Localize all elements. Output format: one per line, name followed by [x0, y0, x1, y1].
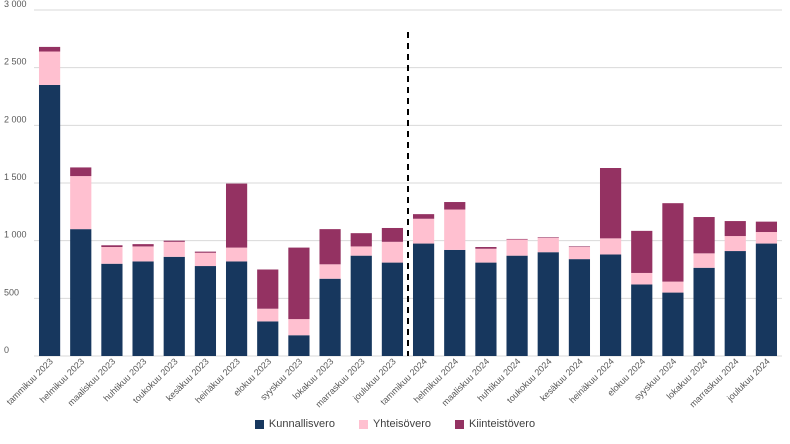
bar-segment — [194, 251, 217, 253]
bar-segment — [70, 176, 92, 230]
bar-segment — [506, 255, 528, 356]
bar-segment — [693, 253, 715, 268]
bar-segment — [38, 84, 61, 356]
y-tick-label: 1 000 — [4, 230, 27, 240]
bar-segment — [225, 183, 248, 248]
bar-segment — [506, 238, 528, 240]
bar-segment — [319, 278, 341, 356]
bar-segment — [506, 239, 528, 256]
bar-segment — [412, 214, 435, 219]
bar-segment — [475, 248, 497, 263]
bar-segment — [537, 237, 559, 253]
bar-segment — [381, 227, 404, 242]
bar-segment — [475, 262, 497, 356]
bar-segment — [693, 267, 715, 356]
chart-legend: Kunnallisvero Yhteisövero Kiinteistövero — [0, 418, 790, 430]
legend-label-kiinteistovero: Kiinteistövero — [469, 418, 536, 430]
y-tick-label: 1 500 — [4, 172, 27, 182]
bar-segment — [163, 241, 185, 257]
bar-segment — [288, 247, 310, 320]
bar-segment — [631, 272, 653, 285]
y-tick-label: 3 000 — [4, 0, 27, 9]
bar-segment — [38, 46, 61, 52]
bar-segment — [662, 281, 684, 293]
bar-segment — [101, 247, 123, 264]
bar-segment — [257, 308, 279, 322]
bar-segment — [755, 243, 778, 356]
bar-segment — [350, 246, 372, 256]
y-tick-label: 500 — [4, 287, 19, 297]
bar-segment — [38, 51, 61, 85]
bar-segment — [724, 251, 746, 356]
bar-segment — [693, 217, 715, 254]
bar-segment — [163, 240, 185, 242]
bar-segment — [381, 262, 404, 356]
bar-segment — [631, 230, 653, 273]
bar-segment — [257, 269, 279, 309]
bar-segment — [163, 256, 185, 356]
bar-segment — [194, 252, 217, 267]
legend-item-kiinteistovero: Kiinteistövero — [455, 418, 535, 430]
bar-segment — [662, 292, 684, 356]
bar-segment — [288, 319, 310, 336]
bar-segment — [537, 252, 559, 356]
bar-segment — [568, 247, 591, 260]
bar-segment — [194, 266, 217, 356]
bar-segment — [599, 168, 622, 239]
bar-segment — [225, 247, 248, 262]
bar-segment — [132, 246, 154, 262]
legend-swatch-yhteisovero — [358, 419, 368, 429]
bar-segment — [350, 233, 372, 247]
y-tick-label: 2 000 — [4, 114, 27, 124]
bar-segment — [412, 218, 435, 244]
legend-swatch-kunnallisvero — [254, 419, 264, 429]
bar-segment — [101, 263, 123, 356]
y-tick-label: 2 500 — [4, 57, 27, 67]
bar-segment — [755, 221, 778, 233]
bar-segment — [132, 261, 154, 356]
bar-segment — [288, 335, 310, 356]
bar-segment — [70, 167, 92, 177]
bar-segment — [350, 255, 372, 356]
bar-segment — [225, 261, 248, 356]
bar-segment — [319, 229, 341, 265]
bar-segment — [631, 284, 653, 356]
legend-item-yhteisovero: Yhteisövero — [358, 418, 432, 430]
bar-segment — [724, 236, 746, 252]
bar-segment — [257, 321, 279, 356]
bar-segment — [412, 243, 435, 356]
bar-segment — [319, 264, 341, 279]
legend-item-kunnallisvero: Kunnallisvero — [254, 418, 335, 430]
bar-segment — [599, 238, 622, 255]
bar-segment — [662, 203, 684, 282]
bar-segment — [101, 245, 123, 248]
bar-segment — [755, 232, 778, 244]
legend-label-yhteisovero: Yhteisövero — [372, 418, 432, 430]
bar-segment — [568, 246, 591, 248]
legend-label-kunnallisvero: Kunnallisvero — [268, 418, 335, 430]
bar-segment — [70, 229, 92, 356]
bar-segment — [537, 237, 559, 238]
bar-segment — [132, 244, 154, 247]
bar-segment — [475, 247, 497, 249]
bar-segment — [599, 254, 622, 356]
bar-segment — [381, 241, 404, 263]
y-tick-label: 0 — [4, 345, 9, 355]
bar-segment — [568, 259, 591, 356]
legend-swatch-kiinteistovero — [455, 419, 465, 429]
bar-segment — [724, 221, 746, 237]
bar-segment — [444, 249, 466, 356]
bar-segment — [444, 202, 466, 210]
bar-segment — [444, 209, 466, 250]
